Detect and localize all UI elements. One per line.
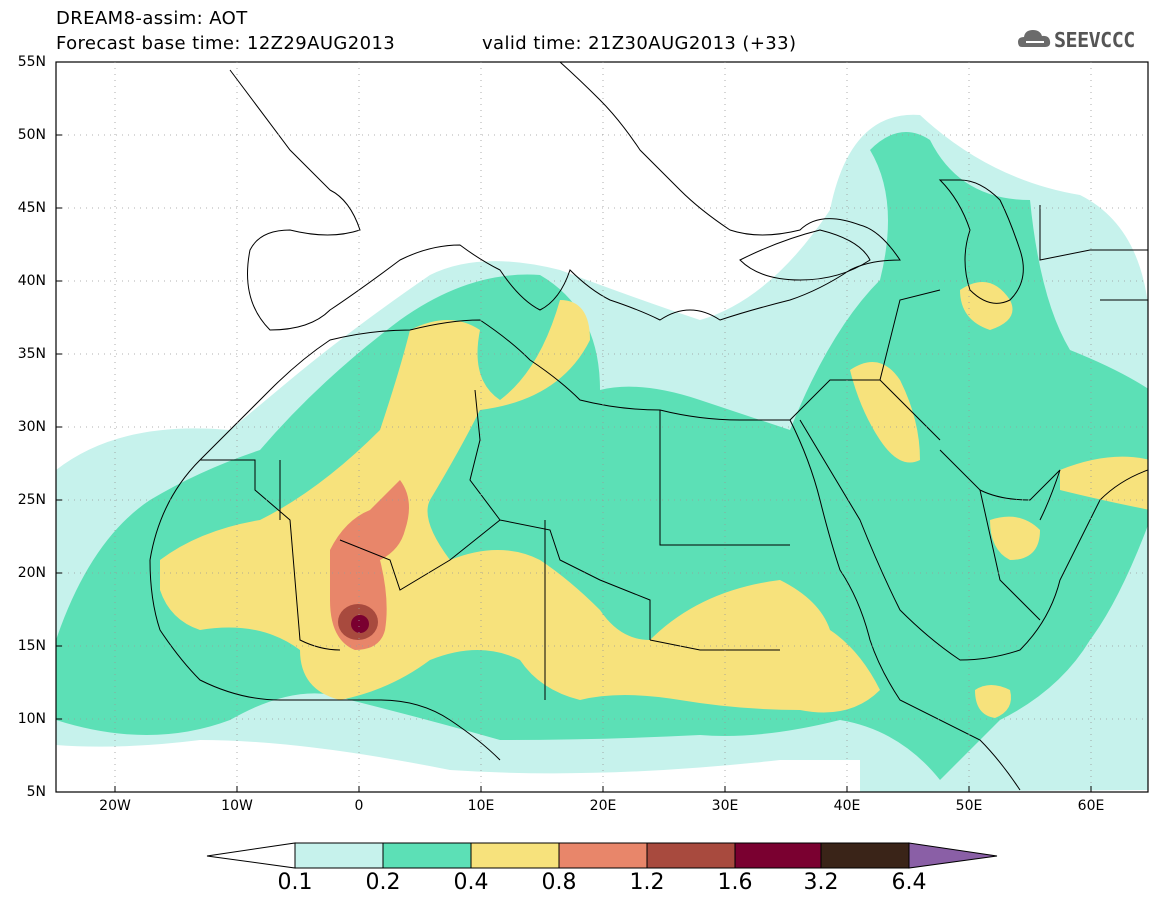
lat-label: 30N xyxy=(17,419,46,435)
colorbar-label: 0.1 xyxy=(277,870,313,895)
lon-label: 60E xyxy=(1077,798,1105,814)
lon-label: 50E xyxy=(955,798,983,814)
colorbar-label: 0.8 xyxy=(541,870,577,895)
lat-label: 5N xyxy=(26,784,46,800)
lat-label: 25N xyxy=(17,492,46,508)
colorbar-label: 1.2 xyxy=(629,870,665,895)
aot-region-1-6 xyxy=(351,615,369,633)
colorbar-label: 0.4 xyxy=(453,870,489,895)
colorbar-label: 3.2 xyxy=(803,870,839,895)
lon-label: 40E xyxy=(833,798,861,814)
forecast-base-time: Forecast base time: 12Z29AUG2013 xyxy=(56,33,396,54)
colorbar-label: 1.6 xyxy=(717,870,753,895)
aot-region-0-4-caspian xyxy=(960,282,1013,330)
lon-label: 10W xyxy=(221,798,253,814)
lat-label: 35N xyxy=(17,346,46,362)
map-title: DREAM8-assim: AOT xyxy=(56,8,248,29)
colorbar-label: 0.2 xyxy=(365,870,401,895)
graticule xyxy=(56,62,1148,792)
lon-label: 20W xyxy=(99,798,131,814)
lon-label: 20E xyxy=(589,798,617,814)
lat-label: 50N xyxy=(17,127,46,143)
lat-label: 10N xyxy=(17,711,46,727)
aot-region-0-4-arabia xyxy=(850,362,920,463)
lat-label: 40N xyxy=(17,273,46,289)
aot-region-0-4-gulf xyxy=(1060,456,1148,510)
aot-region-0-4-arabia-east xyxy=(990,516,1040,560)
lon-label: 10E xyxy=(467,798,495,814)
lon-label: 30E xyxy=(711,798,739,814)
axis-ticks xyxy=(56,61,1092,793)
lat-label: 55N xyxy=(17,54,46,70)
logo-text: SEEVCCC xyxy=(1054,28,1135,52)
lat-label: 15N xyxy=(17,638,46,654)
lat-label: 20N xyxy=(17,565,46,581)
lat-label: 45N xyxy=(17,200,46,216)
cloud-icon xyxy=(1018,30,1051,47)
aot-region-0-4-yemen xyxy=(975,685,1011,718)
valid-time: valid time: 21Z30AUG2013 (+33) xyxy=(482,33,797,54)
colorbar-label: 6.4 xyxy=(891,870,927,895)
lon-label: 0 xyxy=(354,798,364,814)
